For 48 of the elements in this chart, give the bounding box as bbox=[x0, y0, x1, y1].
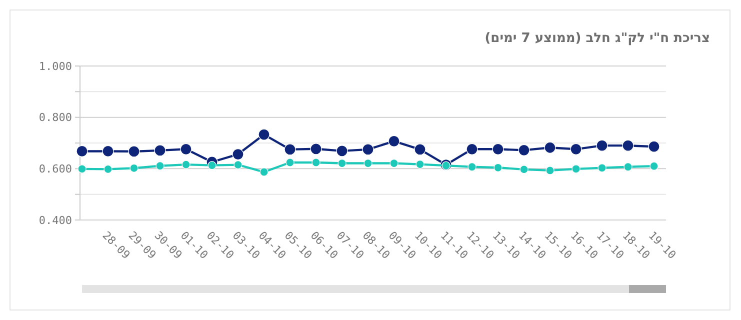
point bbox=[622, 140, 634, 152]
point bbox=[284, 144, 296, 156]
point bbox=[596, 140, 608, 152]
point bbox=[546, 166, 554, 175]
point bbox=[390, 158, 398, 168]
point bbox=[258, 128, 270, 140]
point bbox=[232, 148, 244, 160]
point bbox=[416, 160, 424, 169]
point bbox=[388, 135, 400, 148]
point bbox=[104, 164, 112, 174]
point bbox=[312, 158, 320, 167]
point bbox=[468, 162, 476, 172]
point bbox=[598, 164, 606, 172]
point bbox=[336, 145, 348, 157]
point bbox=[78, 164, 86, 174]
point bbox=[544, 142, 556, 154]
point bbox=[492, 143, 504, 155]
point bbox=[520, 165, 528, 174]
point bbox=[414, 144, 426, 156]
y-tick-label: 1.000 bbox=[38, 60, 72, 73]
point bbox=[518, 144, 530, 156]
chart-title: צריכת ח"י לק"ג חלב (ממוצע 7 ימים) bbox=[484, 31, 710, 46]
point bbox=[572, 164, 580, 174]
point bbox=[234, 160, 242, 170]
y-tick-label: 0.600 bbox=[38, 162, 72, 176]
point bbox=[310, 143, 322, 155]
point bbox=[570, 143, 582, 155]
point bbox=[362, 144, 374, 156]
point bbox=[156, 162, 164, 170]
point bbox=[180, 143, 192, 155]
point bbox=[76, 145, 88, 158]
point bbox=[260, 168, 268, 176]
point bbox=[286, 158, 294, 167]
point bbox=[338, 158, 346, 168]
point bbox=[364, 158, 372, 168]
y-tick-label: 0.800 bbox=[38, 111, 72, 124]
point bbox=[494, 163, 502, 172]
point bbox=[182, 160, 190, 169]
point bbox=[128, 146, 140, 158]
point bbox=[208, 161, 216, 170]
point bbox=[650, 162, 658, 170]
point bbox=[624, 162, 632, 172]
point bbox=[154, 144, 166, 156]
point bbox=[466, 143, 478, 155]
point bbox=[648, 140, 660, 152]
point bbox=[130, 164, 138, 172]
y-tick-label: 0.400 bbox=[38, 214, 72, 227]
point bbox=[102, 145, 114, 158]
